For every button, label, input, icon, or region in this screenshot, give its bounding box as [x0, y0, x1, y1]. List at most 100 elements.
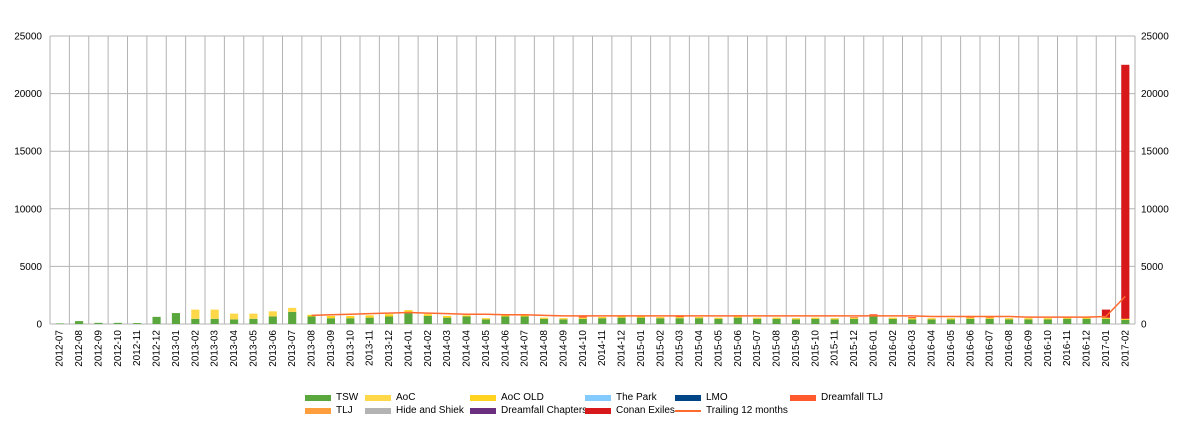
y-tick-label-left: 10000	[14, 204, 42, 215]
x-tick-label: 2014-01	[403, 330, 414, 367]
legend-label: LMO	[706, 392, 728, 403]
bar-tsw	[1024, 319, 1033, 324]
bar-tsw	[462, 316, 471, 324]
legend-item: TSW	[305, 392, 358, 403]
legend-label: AoC	[396, 392, 416, 403]
bar-aoc	[288, 307, 297, 312]
x-tick-label: 2014-12	[617, 330, 628, 367]
bar-tsw	[113, 322, 122, 324]
y-tick-label-left: 15000	[14, 147, 42, 158]
legend-item: LMO	[675, 392, 728, 403]
x-tick-label: 2015-09	[791, 330, 802, 367]
bar-dreamfall-tlj	[869, 314, 878, 316]
x-tick-label: 2015-12	[849, 330, 860, 367]
x-tick-label: 2016-04	[927, 330, 938, 367]
left-axis-ticks: 0 5000 10000 15000 20000 25000	[14, 32, 42, 331]
bar-aoc-old	[791, 318, 801, 320]
bar-aoc-old	[985, 317, 994, 319]
bar-tsw	[733, 317, 742, 324]
bar-tsw	[74, 321, 84, 324]
y-tick-label-right: 15000	[1141, 147, 1169, 158]
x-tick-label: 2016-02	[888, 330, 899, 367]
legend-label: AoC OLD	[501, 392, 544, 403]
x-tick-label: 2014-05	[481, 330, 492, 367]
bar-aoc-old	[694, 317, 704, 319]
bar-aoc-old	[946, 318, 956, 320]
bar-tsw	[966, 318, 975, 324]
legend-swatch	[365, 394, 391, 401]
x-tick-label: 2014-09	[558, 330, 569, 367]
bar-conan-exiles	[1121, 64, 1130, 319]
bar-aoc-old	[636, 316, 646, 318]
bar-aoc-old	[501, 315, 510, 317]
x-tick-label: 2014-02	[423, 330, 434, 367]
x-tick-label: 2014-03	[442, 330, 453, 367]
bar-aoc	[229, 313, 239, 320]
bar-aoc	[268, 311, 277, 317]
bar-tsw	[908, 319, 917, 324]
legend-label: The Park	[616, 392, 657, 403]
bar-aoc-old	[888, 317, 897, 319]
bar-aoc-old	[559, 318, 568, 320]
bar-aoc-old	[927, 318, 936, 320]
x-tick-label: 2012-10	[113, 330, 124, 367]
bar-tsw	[811, 318, 820, 324]
legend-label: Dreamfall TLJ	[821, 392, 884, 403]
bar-aoc-old	[481, 318, 491, 320]
bar-tsw	[849, 318, 859, 324]
bar-aoc-old	[539, 317, 549, 319]
bar-tsw	[1101, 318, 1111, 324]
legend-item: The Park	[585, 392, 657, 403]
x-tick-label: 2013-01	[171, 330, 182, 367]
bar-tsw	[869, 316, 878, 324]
trailing-12-months-line	[311, 295, 1126, 318]
legend-label: Dreamfall Chapters	[501, 405, 588, 416]
x-tick-label: 2012-11	[132, 330, 143, 366]
bar-tsw	[404, 313, 413, 324]
x-tick-label: 2013-09	[326, 330, 337, 367]
bar-dreamfall-tlj	[578, 316, 587, 318]
x-tick-label: 2016-03	[907, 330, 918, 367]
bar-tsw	[772, 318, 781, 324]
x-tick-label: 2015-11	[830, 330, 841, 366]
legend-label: Hide and Shiek	[396, 405, 464, 416]
x-tick-label: 2015-04	[694, 330, 705, 367]
x-tick-label: 2013-08	[307, 330, 318, 367]
bar-aoc-old	[849, 317, 859, 319]
trailing-line-group	[311, 295, 1126, 318]
y-tick-label-right: 20000	[1141, 89, 1169, 100]
right-axis-ticks: 0 5000 10000 15000 20000 25000	[1141, 32, 1169, 331]
bar-tsw	[268, 316, 277, 324]
y-tick-label-left: 0	[36, 320, 42, 331]
legend-item: Conan Exiles	[585, 405, 675, 416]
bar-tsw	[578, 318, 587, 324]
bar-tsw	[346, 318, 355, 324]
bar-aoc-old	[656, 317, 665, 319]
legend-swatch	[470, 394, 496, 401]
x-tick-label: 2012-08	[74, 330, 85, 367]
bar-aoc-old	[1004, 318, 1014, 320]
bar-tsw	[539, 318, 549, 324]
legend: TSW AoC AoC OLD The Park LMO Dreamfall TLJ TLJ…	[305, 392, 905, 422]
bar-dreamfall-tlj	[908, 317, 917, 319]
bar-tsw	[365, 317, 374, 324]
x-tick-label: 2016-08	[1004, 330, 1015, 367]
x-tick-label: 2014-11	[597, 330, 608, 366]
x-tick-label: 2016-09	[1023, 330, 1034, 367]
x-tick-label: 2014-06	[500, 330, 511, 367]
bar-tsw	[229, 319, 239, 324]
y-tick-label-right: 25000	[1141, 32, 1169, 43]
legend-swatch	[305, 407, 331, 414]
x-axis-ticks: 2012-07 2012-08 2012-09 2012-10 2012-11 2012-…	[55, 330, 1132, 367]
bar-tsw	[1004, 319, 1014, 324]
legend-swatch	[675, 394, 701, 401]
bar-tsw	[423, 315, 432, 324]
bar-aoc-old	[520, 315, 529, 317]
x-tick-label: 2013-03	[210, 330, 221, 367]
x-tick-label: 2014-10	[578, 330, 589, 367]
legend-item: AoC	[365, 392, 415, 403]
x-tick-label: 2013-12	[384, 330, 395, 367]
y-tick-label-right: 10000	[1141, 204, 1169, 215]
legend-label: TSW	[336, 392, 359, 403]
legend-swatch	[470, 407, 496, 414]
